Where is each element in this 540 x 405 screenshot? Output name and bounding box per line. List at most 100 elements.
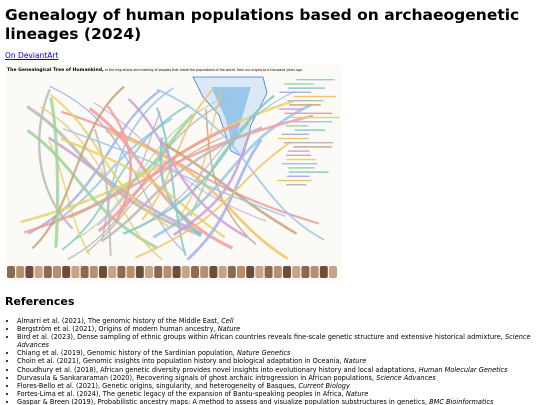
portrait	[227, 266, 236, 278]
lineage-line	[86, 136, 224, 253]
label-line	[286, 175, 310, 177]
reference-text: Flores-Bello et al. (2021), Genetic orig…	[17, 381, 299, 390]
portrait	[292, 266, 301, 278]
portrait	[163, 266, 172, 278]
reference-item: Bergström et al. (2021), Origins of mode…	[17, 325, 537, 333]
source-link[interactable]: On DeviantArt	[5, 51, 59, 60]
lineage-line	[106, 105, 132, 223]
portrait	[25, 266, 34, 278]
reference-text: Durvasula & Sankararaman (2020), Recover…	[17, 373, 377, 382]
reference-text: Choudhury et al. (2018), African genetic…	[17, 365, 419, 374]
lineage-line	[97, 111, 161, 227]
label-line	[286, 158, 316, 161]
portrait	[273, 266, 282, 278]
lineage-line	[62, 127, 286, 218]
reference-text: Choin et al. (2021), Genomic insights in…	[17, 357, 344, 366]
image-subtitle: or the migrations and meeting of peoples…	[105, 68, 302, 72]
lineage-line	[173, 131, 252, 237]
reference-item: Choudhury et al. (2018), African genetic…	[17, 366, 537, 374]
portrait	[154, 266, 163, 278]
label-line	[283, 142, 334, 144]
portrait	[237, 266, 245, 278]
lineage-line	[76, 94, 229, 240]
lineage-line	[49, 93, 169, 228]
tree-lines	[20, 79, 340, 261]
portrait	[264, 266, 273, 278]
label-line	[278, 108, 303, 110]
lineage-line	[155, 107, 187, 257]
lineage-line	[156, 88, 325, 241]
portrait	[135, 266, 144, 278]
reference-item: Fortes-Lima et al. (2024), The genetic l…	[17, 390, 537, 398]
portrait	[319, 266, 328, 278]
portrait	[16, 266, 25, 278]
portrait	[329, 266, 337, 278]
reference-text: Bird et al. (2023), Dense sampling of et…	[17, 333, 505, 342]
reference-item: Flores-Bello et al. (2021), Genetic orig…	[17, 382, 537, 390]
label-line	[279, 91, 312, 93]
lineage-line	[186, 139, 263, 261]
reference-journal: Science Advances	[17, 333, 531, 350]
reference-text: Fortes-Lima et al. (2024), The genetic l…	[17, 389, 346, 398]
lineage-line	[172, 89, 223, 227]
reference-item: Choin et al. (2021), Genomic insights in…	[17, 357, 537, 365]
reference-item: Almarri et al. (2021), The genomic histo…	[17, 317, 537, 325]
portrait	[191, 266, 199, 278]
portrait	[145, 266, 153, 278]
lineage-line	[26, 105, 201, 237]
reference-journal: Human Molecular Genetics	[418, 365, 508, 374]
inset-core	[211, 87, 251, 147]
lineage-line	[47, 136, 203, 235]
portrait	[117, 266, 126, 278]
reference-journal: Science Advances	[376, 373, 436, 382]
genealogy-image: The Genealogical Tree of Humankind,or th…	[5, 65, 341, 281]
reference-journal: Nature	[217, 325, 241, 334]
portrait	[218, 266, 227, 278]
lineage-line	[100, 126, 263, 243]
portrait	[108, 266, 117, 278]
reference-item: Durvasula & Sankararaman (2020), Recover…	[17, 374, 537, 382]
lineage-line	[31, 85, 125, 250]
portrait	[181, 266, 190, 278]
reference-journal: BMC Bioinformatics	[429, 397, 494, 405]
reference-item: Chiang et al. (2019), Genomic history of…	[17, 349, 537, 357]
reference-list: Almarri et al. (2021), The genomic histo…	[0, 317, 537, 405]
references-heading: References	[5, 295, 75, 308]
image-title: The Genealogical Tree of Humankind,or th…	[7, 67, 302, 73]
reference-journal: Nature	[343, 357, 367, 366]
portrait	[126, 266, 135, 278]
label-line	[296, 79, 335, 81]
portrait	[71, 266, 80, 278]
lineage-line	[23, 114, 314, 234]
reference-journal: Cell	[221, 317, 234, 325]
portrait	[209, 266, 218, 278]
lineage-line	[49, 97, 60, 248]
label-line	[285, 125, 309, 127]
label-line	[281, 163, 318, 165]
reference-item: Bird et al. (2023), Dense sampling of et…	[17, 333, 537, 349]
lineage-line	[161, 141, 298, 235]
portrait	[7, 266, 15, 278]
label-line	[293, 146, 332, 148]
reference-text: Bergström et al. (2021), Origins of mode…	[17, 325, 218, 334]
reference-journal: Nature Genetics	[236, 349, 291, 358]
label-line	[292, 116, 340, 119]
label-line	[277, 179, 312, 182]
reference-journal: Nature	[345, 389, 369, 398]
lineage-line	[134, 141, 292, 259]
label-line	[288, 87, 326, 89]
portrait	[99, 266, 107, 278]
lineage-line	[38, 88, 74, 230]
label-line	[285, 121, 332, 123]
portrait	[301, 266, 310, 278]
label-line	[293, 95, 336, 98]
label-line	[283, 83, 314, 85]
page-title: Genealogy of human populations based on …	[5, 6, 520, 43]
label-line	[286, 184, 307, 186]
portrait	[255, 266, 264, 278]
lineage-line	[26, 129, 159, 250]
portrait	[53, 266, 61, 278]
portrait	[310, 266, 319, 278]
reference-item: Gaspar & Breen (2019), Probabilistic anc…	[17, 398, 537, 405]
